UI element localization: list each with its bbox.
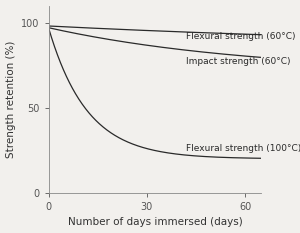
X-axis label: Number of days immersed (days): Number of days immersed (days) — [68, 217, 242, 227]
Text: Impact strength (60°C): Impact strength (60°C) — [186, 57, 291, 66]
Text: Flexural strength (100°C): Flexural strength (100°C) — [186, 144, 300, 153]
Text: Flexural strength (60°C): Flexural strength (60°C) — [186, 32, 296, 41]
Y-axis label: Strength retention (%): Strength retention (%) — [6, 41, 16, 158]
